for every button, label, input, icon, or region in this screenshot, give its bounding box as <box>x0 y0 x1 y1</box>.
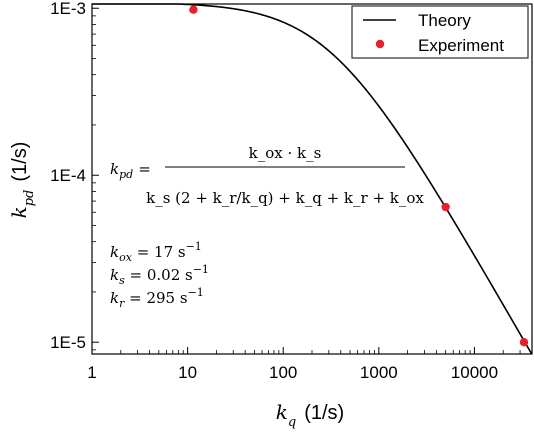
legend-experiment-label: Experiment <box>418 36 504 55</box>
svg-text:kpd=: kpd = <box>110 160 151 181</box>
theory-curve <box>92 3 533 355</box>
x-axis-title: kq (1/s) <box>276 400 344 430</box>
y-axis-title: kpd(1/s) <box>7 142 37 219</box>
eq-numerator: k_ox · k_s <box>249 144 322 162</box>
eq-denominator: k_s (2 + k_r/k_q) + k_q + k_r + k_ox <box>146 189 424 207</box>
legend-theory-label: Theory <box>418 11 471 30</box>
legend-experiment-swatch <box>375 39 385 49</box>
x-tick-label: 100 <box>269 363 297 382</box>
parameters: kox = 17 s−1 ks = 0.02 s−1 kr = 295 s−1 <box>110 240 209 310</box>
param-kr: kr = 295 s−1 <box>110 286 204 310</box>
ticks: 1 10 100 1000 10000 1E-5 1E-4 1E-3 <box>50 0 533 382</box>
x-tick-label: 10 <box>178 363 197 382</box>
y-tick-label: 1E-4 <box>50 166 86 185</box>
theory-series <box>92 3 533 355</box>
param-ks: ks = 0.02 s−1 <box>110 263 209 287</box>
experiment-point <box>519 338 529 347</box>
legend-box <box>351 5 529 59</box>
x-tick-label: 10000 <box>451 363 498 382</box>
y-tick-label: 1E-5 <box>50 333 86 352</box>
param-kox: kox = 17 s−1 <box>110 240 202 264</box>
legend: Theory Experiment <box>351 5 529 59</box>
eq-lhs-sub: pd <box>119 168 133 181</box>
eq-equals: = <box>138 160 151 178</box>
x-tick-label: 1000 <box>360 363 398 382</box>
x-tick-label: 1 <box>87 363 96 382</box>
experiment-point <box>441 202 450 212</box>
experiment-point <box>189 5 198 14</box>
eq-lhs-base: k <box>110 160 119 178</box>
equation: kpd = k_ox · k_s k_s (2 + k_r/k_q) + k_q … <box>110 144 424 207</box>
y-tick-label: 1E-3 <box>50 0 86 18</box>
experiment-series <box>189 5 529 347</box>
